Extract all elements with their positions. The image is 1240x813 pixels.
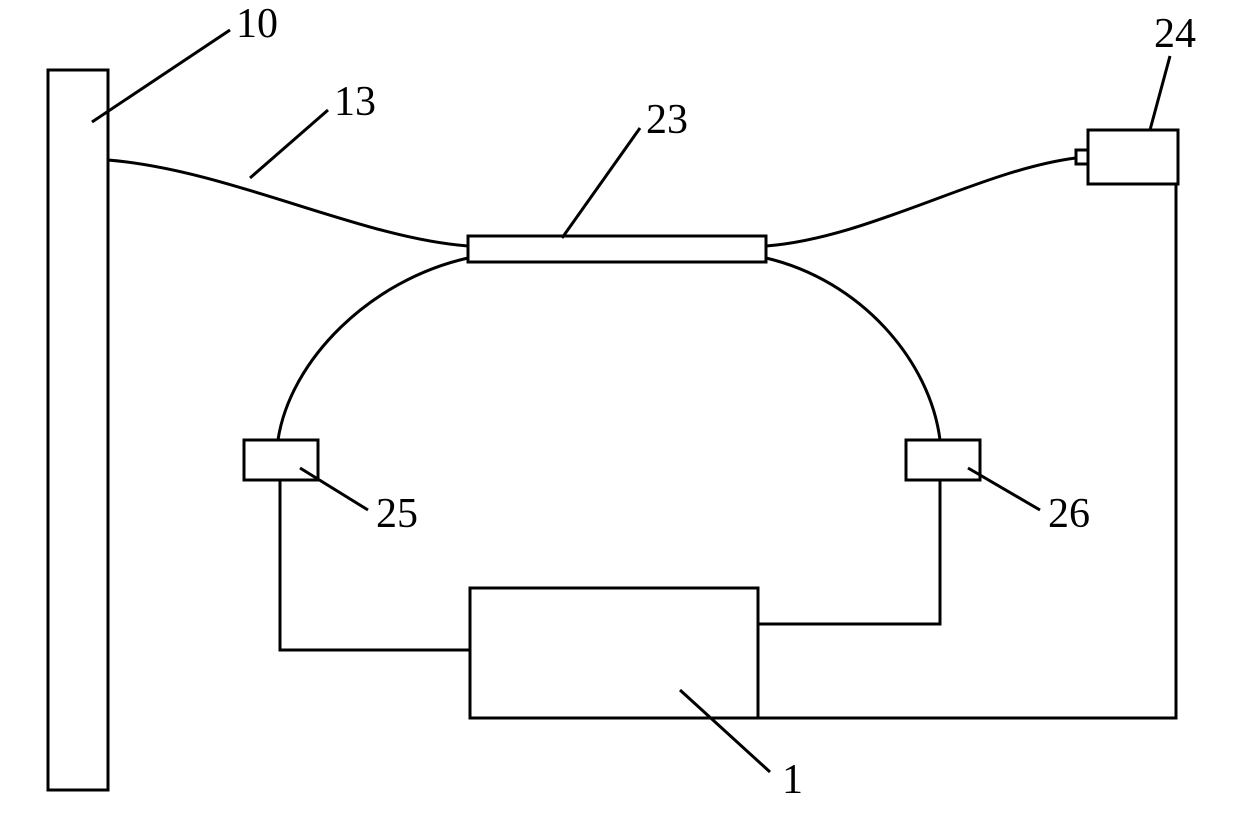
curve-bottom-right	[766, 258, 940, 440]
label-25: 25	[376, 490, 418, 538]
curve-13-left	[108, 160, 468, 246]
wire-24-to-1	[758, 184, 1176, 718]
node-1-box	[470, 588, 758, 718]
label-1: 1	[782, 756, 803, 804]
label-13: 13	[334, 78, 376, 126]
leader-23	[562, 128, 640, 238]
wire-26-to-1	[758, 480, 940, 624]
leader-10	[92, 30, 230, 122]
label-10: 10	[236, 0, 278, 48]
leader-24	[1150, 56, 1170, 130]
label-26: 26	[1048, 490, 1090, 538]
curve-bottom-left	[278, 258, 468, 440]
node-24-box	[1088, 130, 1178, 184]
leader-26	[968, 468, 1040, 510]
label-24: 24	[1154, 10, 1196, 58]
node-23-center-bar	[468, 236, 766, 262]
diagram-canvas	[0, 0, 1240, 813]
label-23: 23	[646, 96, 688, 144]
node-26-box	[906, 440, 980, 480]
curve-top-right	[766, 158, 1076, 246]
leader-13	[250, 110, 328, 178]
node-10-vertical-bar	[48, 70, 108, 790]
leader-25	[300, 468, 368, 510]
node-24-connector-nub	[1076, 150, 1088, 164]
wire-25-to-1	[280, 480, 470, 650]
